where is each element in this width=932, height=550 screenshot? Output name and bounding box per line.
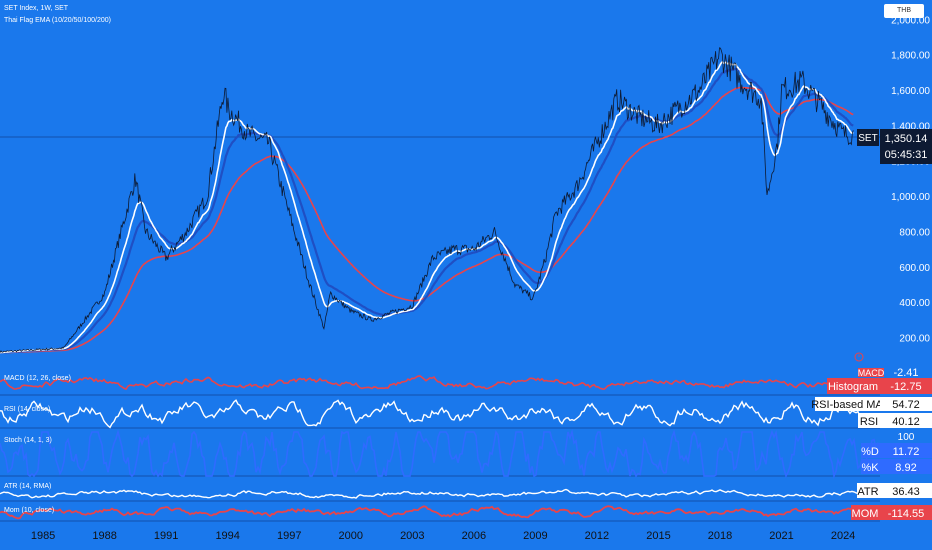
x-tick-label: 2003: [400, 530, 424, 542]
rsi-ma-badge: RSI-based MA 54.72: [811, 397, 932, 411]
x-tick-label: 2000: [339, 530, 363, 542]
y-tick-label: 2,000.00: [891, 15, 930, 26]
x-tick-label: 2009: [523, 530, 547, 542]
svg-text:8.92: 8.92: [895, 462, 916, 474]
indicator-title: Thai Flag EMA (10/20/50/100/200): [4, 17, 111, 24]
svg-text:40.12: 40.12: [892, 416, 920, 428]
macd-pane[interactable]: [0, 375, 881, 396]
x-tick-label: 1994: [215, 530, 239, 542]
symbol-price-badge: SET 1,350.14 05:45:31: [857, 129, 932, 164]
svg-text:%K: %K: [861, 462, 879, 474]
countdown-label: 05:45:31: [885, 149, 928, 161]
y-tick-label: 200.00: [899, 334, 930, 345]
svg-text:MACD: MACD: [858, 368, 885, 378]
svg-text:%D: %D: [861, 446, 879, 458]
y-tick-label: 400.00: [899, 298, 930, 309]
mom-pane[interactable]: [0, 505, 881, 522]
price-line: [0, 47, 854, 353]
macd-badge: MACD -2.41: [858, 367, 919, 379]
macd-line: [0, 375, 881, 391]
svg-text:11.72: 11.72: [893, 446, 920, 458]
y-tick-label: 800.00: [899, 227, 930, 238]
svg-text:Histogram: Histogram: [828, 381, 878, 393]
symbol-label: SET: [858, 133, 877, 144]
time-axis[interactable]: 1985 1988 1991 1994 1997 2000 2003 2006 2009 2012…: [31, 530, 855, 542]
x-tick-label: 2006: [462, 530, 486, 542]
mom-badge: MOM -114.55: [851, 505, 932, 520]
y-tick-label: 1,400.00: [891, 121, 930, 132]
time-axis-bg: [0, 522, 932, 550]
chart-title: SET Index, 1W, SET: [4, 5, 69, 12]
x-tick-label: 2018: [708, 530, 732, 542]
y-tick-label: 1,000.00: [891, 192, 930, 203]
last-price-label: 1,350.14: [885, 133, 928, 145]
svg-text:RSI: RSI: [860, 416, 878, 428]
ema-mid-line: [0, 67, 854, 354]
mom-line: [0, 505, 881, 520]
x-tick-label: 1988: [92, 530, 116, 542]
stoch-line: [0, 428, 881, 479]
mom-title: Mom (10, close): [4, 507, 54, 514]
stoch-k-badge: %K 8.92: [861, 459, 932, 474]
y-tick-label: 1,600.00: [891, 86, 930, 97]
atr-badge: ATR 36.43: [857, 483, 932, 498]
rsi-title: RSI (14, close): [4, 406, 50, 413]
atr-pane[interactable]: [0, 488, 881, 502]
svg-text:ATR: ATR: [857, 486, 878, 498]
y-tick-label: 600.00: [899, 263, 930, 274]
price-pane[interactable]: [0, 47, 880, 354]
ema-fast-line: [0, 60, 854, 354]
svg-text:36.43: 36.43: [892, 486, 920, 498]
rsi-line: [0, 399, 881, 429]
stoch-title: Stoch (14, 1, 3): [4, 437, 52, 444]
x-tick-label: 2024: [831, 530, 855, 542]
clock-icon[interactable]: [854, 352, 864, 362]
svg-text:-12.75: -12.75: [890, 381, 921, 393]
svg-text:MOM: MOM: [852, 508, 879, 520]
x-tick-label: 1997: [277, 530, 301, 542]
y-tick-label: 1,800.00: [891, 51, 930, 62]
rsi-pane[interactable]: [0, 399, 881, 429]
svg-text:54.72: 54.72: [892, 399, 920, 411]
stoch-scale-label: 100: [898, 432, 915, 443]
histogram-badge: Histogram -12.75: [827, 378, 932, 394]
currency-chip[interactable]: THB: [884, 4, 924, 18]
svg-text:RSI-based MA: RSI-based MA: [811, 399, 883, 411]
x-tick-label: 2021: [769, 530, 793, 542]
x-tick-label: 2015: [646, 530, 670, 542]
x-tick-label: 1991: [154, 530, 178, 542]
atr-title: ATR (14, RMA): [4, 483, 51, 490]
svg-text:-114.55: -114.55: [888, 508, 925, 520]
macd-title: MACD (12, 26, close): [4, 375, 71, 382]
x-tick-label: 2012: [585, 530, 609, 542]
stoch-pane[interactable]: [0, 428, 881, 479]
stoch-d-badge: %D 11.72: [861, 443, 932, 458]
rsi-badge: RSI 40.12: [858, 413, 932, 428]
svg-text:-2.41: -2.41: [893, 367, 918, 379]
x-tick-label: 1985: [31, 530, 55, 542]
atr-line: [0, 488, 881, 499]
